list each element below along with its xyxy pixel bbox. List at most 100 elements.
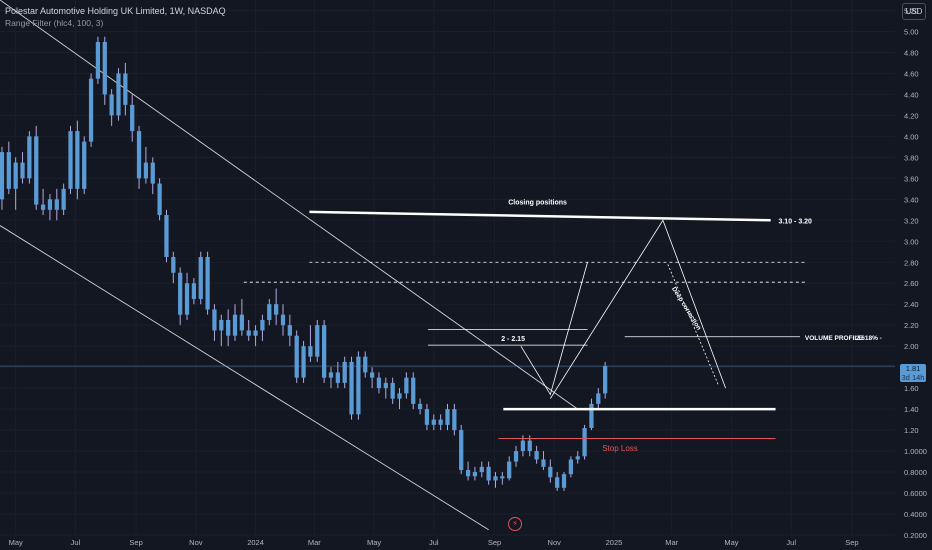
y-tick-label: 0.2000 bbox=[904, 531, 927, 540]
candle-body bbox=[287, 325, 292, 336]
trend-channel-lines bbox=[0, 0, 578, 531]
y-tick-label: 4.60 bbox=[904, 69, 919, 78]
candle-body bbox=[349, 361, 354, 415]
candle-body bbox=[40, 204, 46, 210]
y-tick-label: 4.20 bbox=[904, 111, 919, 120]
candle-body bbox=[472, 472, 478, 477]
candle-body bbox=[13, 162, 18, 189]
y-tick-label: 2.20 bbox=[904, 321, 919, 330]
candle-body bbox=[164, 215, 169, 258]
candle-body bbox=[315, 325, 320, 357]
candle-body bbox=[95, 41, 101, 79]
x-tick-label: Sep bbox=[488, 538, 501, 547]
candle-body bbox=[34, 136, 39, 205]
candle-body bbox=[445, 409, 450, 425]
candle-body bbox=[150, 162, 155, 184]
candle-body bbox=[575, 456, 580, 460]
candle-body bbox=[342, 361, 347, 383]
x-tick-label: Mar bbox=[665, 538, 678, 547]
y-tick-label: 1.40 bbox=[904, 405, 919, 414]
chart-header: Polestar Automotive Holding UK Limited, … bbox=[5, 5, 226, 29]
candle-body bbox=[239, 314, 244, 331]
x-tick-label: May bbox=[724, 538, 738, 547]
candle-body bbox=[102, 41, 107, 95]
candle-body bbox=[232, 314, 238, 336]
candle-body bbox=[205, 257, 210, 310]
candle-body bbox=[260, 319, 265, 331]
candle-body bbox=[568, 459, 574, 475]
candle-body bbox=[527, 440, 532, 452]
deep-correction-label: Deep correction bbox=[670, 286, 702, 332]
candle-body bbox=[6, 152, 11, 189]
stop-loss-label: Stop Loss bbox=[602, 444, 638, 453]
fib-level-label: 2.618% - bbox=[856, 335, 882, 342]
currency-button[interactable]: USD bbox=[902, 3, 926, 20]
x-tick-label: Sep bbox=[845, 538, 858, 547]
candle-body bbox=[548, 466, 553, 478]
candle-body bbox=[513, 451, 519, 462]
bar-countdown: 3d 14h bbox=[901, 373, 925, 382]
x-tick-label: Jul bbox=[71, 538, 81, 547]
deep-correction-line bbox=[667, 264, 720, 387]
y-tick-label: 3.40 bbox=[904, 195, 919, 204]
candle-body bbox=[27, 136, 32, 179]
candle-body bbox=[68, 131, 73, 189]
candle-body bbox=[178, 272, 183, 315]
candle-body bbox=[191, 283, 197, 299]
indicator-legend[interactable]: Range Filter (hlc4, 100, 3) bbox=[5, 18, 104, 28]
candle-body bbox=[294, 335, 299, 378]
candle-body bbox=[561, 474, 567, 488]
closing-positions-label: Closing positions bbox=[508, 200, 567, 207]
candle-body bbox=[417, 403, 423, 410]
x-tick-label: Mar bbox=[308, 538, 321, 547]
y-tick-label: 2.00 bbox=[904, 342, 919, 351]
y-tick-label: 1.60 bbox=[904, 384, 919, 393]
candle-body bbox=[603, 366, 608, 394]
y-tick-label: 3.20 bbox=[904, 216, 919, 225]
y-tick-label: 4.40 bbox=[904, 90, 919, 99]
candle-body bbox=[424, 409, 430, 425]
candle-body bbox=[596, 393, 601, 404]
candle-body bbox=[301, 346, 306, 378]
y-tick-label: 3.80 bbox=[904, 153, 919, 162]
candle-body bbox=[397, 393, 402, 399]
channel-lower-line bbox=[0, 225, 489, 531]
y-tick-label: 5.00 bbox=[904, 27, 919, 36]
candle-body bbox=[582, 428, 587, 457]
candle-body bbox=[589, 403, 594, 428]
candle-body bbox=[493, 476, 498, 481]
candle-body bbox=[411, 377, 416, 404]
candle-body bbox=[184, 283, 190, 315]
price-axis: 5.20 5.00 4.80 4.60 4.40 4.20 4.00 3.80 3.60 3.40… bbox=[904, 6, 927, 540]
x-tick-label: Jul bbox=[786, 538, 796, 547]
candle-body bbox=[486, 466, 491, 481]
candle-body bbox=[0, 152, 5, 200]
candle-body bbox=[226, 319, 231, 336]
candle-body bbox=[459, 430, 464, 470]
candle-body bbox=[431, 419, 436, 425]
candle-body bbox=[452, 409, 457, 431]
projection-path-b bbox=[549, 219, 726, 399]
candle-body bbox=[328, 372, 334, 378]
candle-body bbox=[369, 372, 375, 378]
x-tick-label: Nov bbox=[548, 538, 562, 547]
candle-body bbox=[479, 466, 484, 473]
y-tick-label: 1.20 bbox=[904, 426, 919, 435]
candle-body bbox=[363, 356, 368, 373]
lightning-icon[interactable]: ⚡ bbox=[508, 517, 522, 531]
candle-body bbox=[541, 459, 546, 467]
candle-body bbox=[123, 73, 128, 105]
candle-body bbox=[171, 257, 176, 273]
y-tick-label: 0.4000 bbox=[904, 510, 927, 519]
candle-body bbox=[438, 419, 443, 425]
projection-path-a bbox=[520, 262, 588, 396]
x-tick-label: May bbox=[9, 538, 23, 547]
candle-body bbox=[143, 162, 149, 179]
time-axis: May Jul Sep Nov 2024 Mar May Jul Sep Nov 2025 Mar Ma… bbox=[9, 538, 859, 547]
candle-body bbox=[82, 141, 87, 189]
x-tick-label: 2024 bbox=[247, 538, 264, 547]
symbol-title[interactable]: Polestar Automotive Holding UK Limited, … bbox=[5, 6, 226, 16]
y-tick-label: 3.00 bbox=[904, 237, 919, 246]
candle-body bbox=[376, 377, 382, 389]
